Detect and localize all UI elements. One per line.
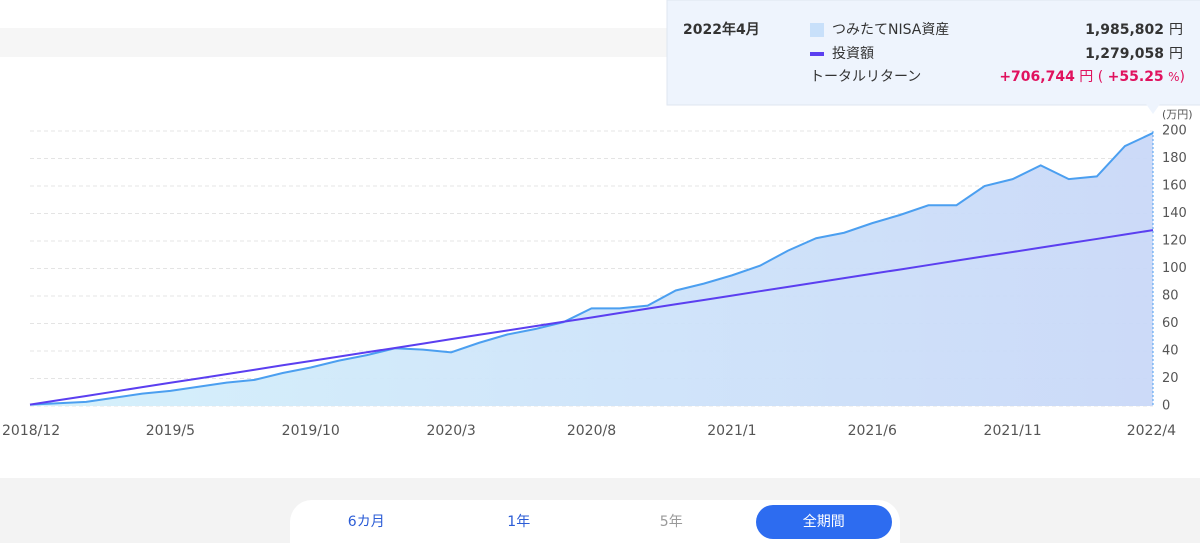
y-tick-label: 140: [1162, 206, 1187, 221]
y-tick-label: 20: [1162, 371, 1179, 386]
x-tick-label: 2021/11: [984, 423, 1042, 439]
tooltip-box: [666, 0, 1200, 106]
tooltip-title: 2022年4月: [683, 21, 760, 38]
return-label: トータルリターン: [810, 69, 921, 85]
invest-line: [29, 229, 1154, 406]
range-button[interactable]: 5年: [659, 513, 683, 530]
tooltip-unit: 円: [1169, 22, 1183, 38]
range-buttons: 6カ月 1年 5年 全期間: [290, 500, 900, 543]
legend-line: [810, 52, 824, 56]
return-text: +706,744 円 ( +55.25 %): [999, 69, 1185, 85]
x-tick-label: 2019/10: [282, 423, 340, 439]
return-percent-unit: %: [1168, 70, 1179, 84]
asset-line: [29, 132, 1154, 406]
x-tick-label: 2021/1: [707, 423, 756, 439]
x-tick-label: 2018/12: [2, 423, 60, 439]
unit-label: (万円): [1162, 108, 1193, 121]
y-tick-label: 100: [1162, 261, 1187, 276]
tooltip-value: 1,279,058: [1085, 46, 1164, 62]
y-tick-label: 40: [1162, 344, 1179, 359]
y-tick-label: 200: [1162, 124, 1187, 139]
range-button[interactable]: 1年: [507, 513, 531, 530]
range-button[interactable]: 6カ月: [347, 513, 385, 530]
return-unit: 円: [1079, 69, 1093, 85]
legend-swatch: [810, 23, 824, 37]
range-button[interactable]: 全期間: [755, 504, 892, 539]
legend-label: 投資額: [832, 46, 874, 62]
y-tick-label: 120: [1162, 234, 1187, 249]
x-tick-label: 2022/4: [1127, 423, 1176, 439]
asset-area: [30, 132, 1153, 407]
y-tick-label: 180: [1162, 151, 1187, 166]
x-tick-label: 2020/3: [426, 423, 475, 439]
return-open: (: [1098, 69, 1103, 85]
return-close: ): [1180, 69, 1185, 85]
y-tick-label: 0: [1162, 399, 1170, 414]
x-tick-label: 2020/8: [567, 423, 616, 439]
legend-label: つみたてNISA資産: [832, 22, 949, 38]
y-tick-label: 80: [1162, 289, 1179, 304]
y-tick-label: 160: [1162, 179, 1187, 194]
tooltip-value: 1,985,802: [1085, 22, 1164, 38]
x-tick-label: 2019/5: [146, 423, 195, 439]
x-tick-label: 2021/6: [848, 423, 897, 439]
y-tick-label: 60: [1162, 316, 1179, 331]
tooltip-unit: 円: [1169, 46, 1183, 62]
return-value: +706,744: [999, 69, 1075, 85]
return-percent: +55.25: [1108, 69, 1164, 85]
tooltip-arrow: [1146, 104, 1160, 114]
